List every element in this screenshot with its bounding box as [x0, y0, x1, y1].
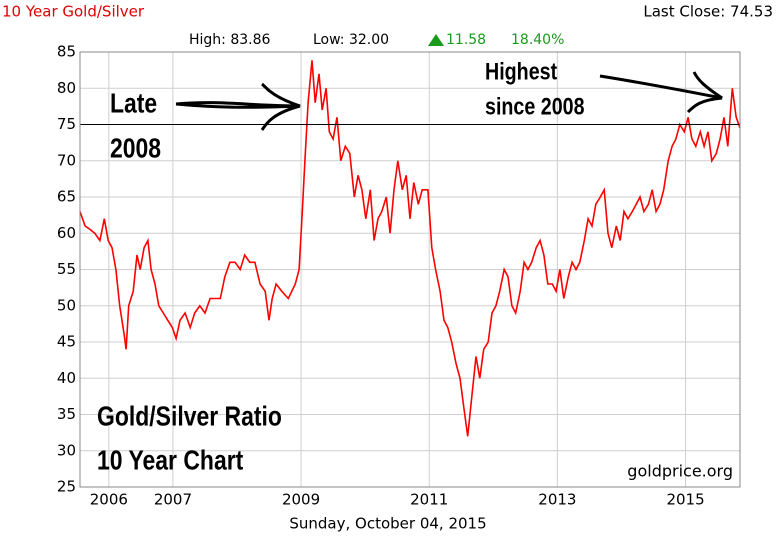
y-tick-label: 80: [57, 79, 76, 97]
last-close: Last Close: 74.53: [643, 3, 773, 21]
annotation: since 2008: [485, 92, 585, 119]
y-tick-label: 40: [57, 369, 76, 387]
y-tick-label: 25: [57, 478, 76, 496]
y-tick-label: 35: [57, 405, 76, 423]
data-line: [79, 60, 741, 437]
y-tick-label: 65: [57, 188, 76, 206]
chart-title: 10 Year Gold/Silver: [2, 3, 145, 21]
y-tick-label: 50: [57, 296, 76, 314]
arrow: [599, 71, 723, 114]
annotation: Late: [110, 88, 157, 119]
change-pct: 18.40%: [511, 32, 564, 48]
y-tick-label: 85: [57, 43, 76, 61]
y-tick-label: 30: [57, 441, 76, 459]
y-tick-label: 55: [57, 260, 76, 278]
annotation: Gold/Silver Ratio: [97, 401, 282, 432]
y-tick-label: 45: [57, 333, 76, 351]
high: High: 83.86: [189, 32, 271, 48]
up-arrow: [428, 34, 444, 46]
annotation: Highest: [485, 57, 558, 84]
annotation: 2008: [110, 133, 161, 164]
x-tick-label: 2011: [410, 491, 448, 509]
x-tick-label: 2006: [90, 491, 128, 509]
x-tick-label: 2007: [154, 491, 192, 509]
date-label: Sunday, October 04, 2015: [289, 515, 486, 533]
plot-border: [79, 51, 741, 488]
annotation: 10 Year Chart: [97, 445, 244, 476]
x-tick-label: 2015: [666, 491, 704, 509]
x-tick-label: 2009: [282, 491, 320, 509]
y-tick-label: 75: [57, 115, 76, 133]
y-tick-label: 60: [57, 224, 76, 242]
low: Low: 32.00: [313, 32, 389, 48]
x-tick-label: 2013: [538, 491, 576, 509]
source: goldprice.org: [627, 462, 733, 481]
arrow: [175, 82, 301, 131]
change: 11.58: [446, 32, 486, 48]
y-tick-label: 70: [57, 151, 76, 169]
